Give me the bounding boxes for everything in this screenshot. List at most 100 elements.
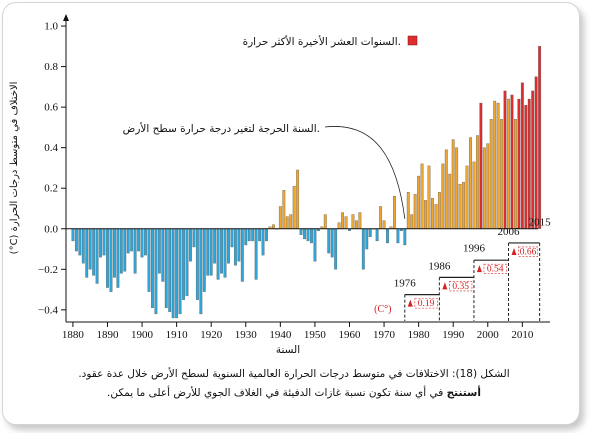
caption-line-1: الشكل (18): الاختلافات في متوسط درجات ال… bbox=[20, 365, 568, 384]
bar-1971 bbox=[386, 228, 389, 244]
inset-value-1976: 0.19 bbox=[418, 299, 435, 309]
bar-2002 bbox=[493, 100, 497, 229]
bar-1889 bbox=[102, 228, 106, 256]
bar-1906 bbox=[161, 228, 165, 282]
y-tick-label: 0.8 bbox=[44, 61, 58, 73]
bar-1882 bbox=[78, 228, 82, 256]
caption-line-2: أستنتج في أي سنة تكون نسبة غازات الدفيئة… bbox=[20, 384, 568, 403]
bar-1968 bbox=[375, 228, 379, 242]
x-tick-label: 1990 bbox=[442, 329, 465, 341]
bar-1927 bbox=[233, 228, 237, 266]
bar-1969 bbox=[379, 206, 383, 229]
bar-1902 bbox=[147, 228, 151, 292]
inset-value-1996: 0.54 bbox=[487, 265, 504, 275]
bar-1928 bbox=[237, 228, 241, 262]
bar-1977 bbox=[406, 192, 410, 229]
bar-2000 bbox=[486, 143, 490, 229]
bar-1940 bbox=[278, 206, 282, 229]
y-tick-label: ‎−0.2 bbox=[38, 264, 58, 276]
bar-1915 bbox=[192, 228, 196, 248]
bar-1935 bbox=[261, 228, 265, 256]
bar-2004 bbox=[500, 119, 504, 229]
x-tick-label: 1940 bbox=[269, 329, 292, 341]
bar-1894 bbox=[119, 228, 123, 274]
up-arrow-icon bbox=[511, 247, 517, 255]
x-tick-label: 1980 bbox=[408, 329, 431, 341]
bar-1890 bbox=[106, 228, 109, 288]
bar-2009 bbox=[517, 98, 521, 229]
bar-1926 bbox=[230, 228, 234, 248]
bar-2007 bbox=[510, 94, 514, 229]
bar-1934 bbox=[258, 228, 262, 242]
bar-1956 bbox=[334, 228, 338, 270]
up-arrow-icon bbox=[407, 299, 413, 307]
bar-2003 bbox=[496, 102, 500, 229]
x-ticks: 1880 1890 1900 1910 1920 1930 1940 1950 1960 1970… bbox=[62, 322, 534, 341]
bar-1997 bbox=[475, 135, 479, 229]
bar-1988 bbox=[444, 149, 448, 229]
bar-1949 bbox=[310, 228, 313, 244]
bar-1880 bbox=[71, 228, 75, 242]
caption-text: الاختلافات في متوسط درجات الحرارة العالم… bbox=[78, 368, 449, 380]
annotation-text: السنة الحرجة لتغير درجة حرارة سطح الأرض. bbox=[123, 122, 320, 135]
critical-year-annotation: السنة الحرجة لتغير درجة حرارة سطح الأرض. bbox=[123, 122, 406, 219]
bar-1899 bbox=[137, 228, 141, 252]
bar-1943 bbox=[289, 214, 293, 229]
bar-1953 bbox=[323, 214, 327, 229]
bar-1916 bbox=[195, 228, 199, 300]
bar-1978 bbox=[410, 214, 414, 229]
bar-1965 bbox=[365, 228, 369, 250]
bar-1919 bbox=[206, 228, 210, 276]
bar-1964 bbox=[361, 228, 365, 270]
x-tick-label: 1930 bbox=[235, 329, 258, 341]
y-tick-label: 0.4 bbox=[44, 142, 58, 154]
bar-1944 bbox=[292, 186, 296, 229]
bar-1901 bbox=[144, 228, 147, 256]
bar-1896 bbox=[126, 228, 130, 254]
bar-1982 bbox=[424, 200, 427, 229]
bar-1913 bbox=[185, 228, 189, 296]
bar-1955 bbox=[330, 228, 334, 258]
y-axis-label: الاختلاف في متوسط درجات الحرارة (C°) bbox=[9, 82, 20, 255]
bar-1981 bbox=[420, 163, 424, 229]
legend-swatch bbox=[407, 35, 418, 46]
inset-year-1996: 1996 bbox=[463, 243, 486, 255]
bar-2014 bbox=[534, 76, 538, 229]
bar-1962 bbox=[354, 220, 358, 229]
bar-1911 bbox=[178, 228, 182, 315]
bar-1961 bbox=[351, 214, 355, 229]
bar-series bbox=[71, 46, 542, 319]
bar-1884 bbox=[85, 228, 89, 278]
bar-1957 bbox=[337, 222, 341, 229]
bar-1966 bbox=[368, 228, 372, 238]
bar-1883 bbox=[81, 228, 85, 264]
x-tick-label: 1900 bbox=[131, 329, 154, 341]
bar-1908 bbox=[168, 228, 172, 313]
bar-1979 bbox=[413, 194, 417, 229]
x-tick-label: 2000 bbox=[477, 329, 500, 341]
bar-1909 bbox=[171, 228, 175, 319]
bar-1989 bbox=[448, 173, 452, 229]
bar-2010 bbox=[520, 82, 524, 229]
bar-1912 bbox=[182, 228, 185, 300]
bar-1974 bbox=[396, 228, 400, 244]
x-tick-label: 1970 bbox=[373, 329, 396, 341]
bar-1914 bbox=[189, 228, 192, 262]
y-tick-label: ‎−0.4 bbox=[38, 304, 58, 316]
x-tick-label: 1890 bbox=[96, 329, 119, 341]
legend: السنوات العشر الأخيرة الأكثر حرارة. bbox=[243, 35, 418, 48]
bar-1892 bbox=[112, 228, 116, 278]
bar-1917 bbox=[199, 228, 203, 315]
bar-1985 bbox=[434, 204, 438, 229]
bar-1929 bbox=[240, 228, 244, 282]
inset-year-2015: 2015 bbox=[529, 217, 552, 229]
bar-1973 bbox=[393, 196, 396, 229]
bar-1897 bbox=[130, 228, 134, 252]
bar-2001 bbox=[489, 119, 493, 229]
bar-1886 bbox=[92, 228, 96, 276]
caption-label: الشكل (18): bbox=[451, 368, 510, 380]
bar-1903 bbox=[151, 228, 154, 308]
bar-1992 bbox=[458, 183, 462, 229]
bar-1947 bbox=[303, 228, 306, 240]
